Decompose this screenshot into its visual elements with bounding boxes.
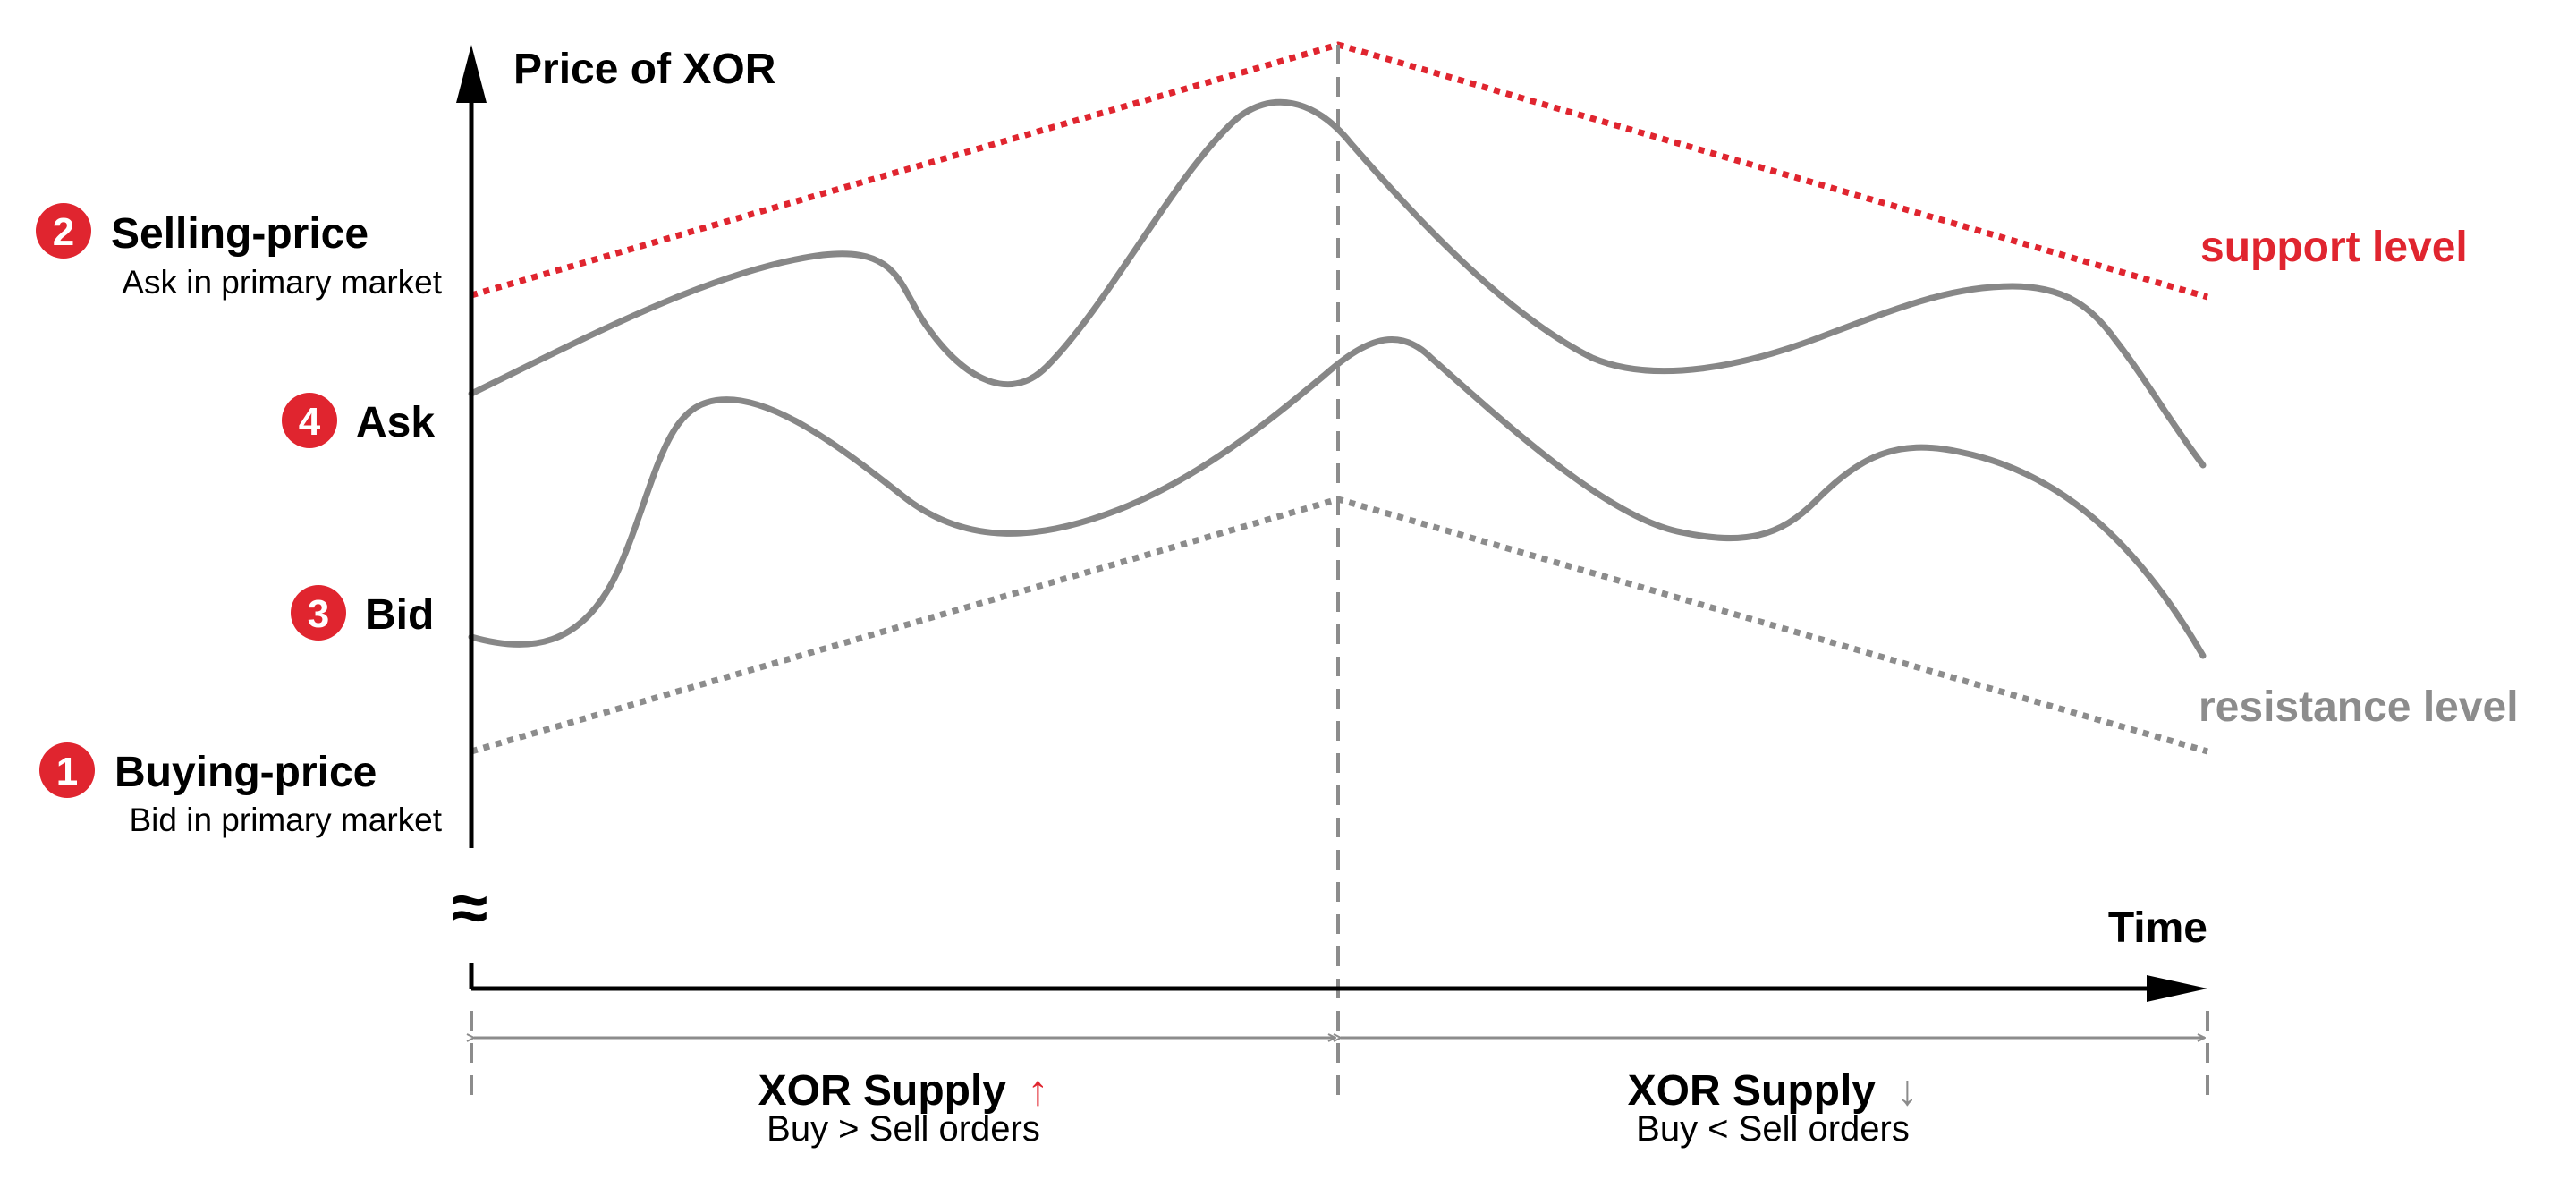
arrow-down-icon: ↓ [1896, 1067, 1918, 1115]
badge-number: 1 [56, 750, 78, 793]
axis-break-symbol: ≈ [452, 870, 488, 945]
arrow-up-icon: ↑ [1027, 1067, 1048, 1115]
price-point-subtitle: Ask in primary market [122, 264, 442, 301]
badge-icon [36, 203, 91, 259]
bid-price-curve [468, 336, 2207, 659]
price-point-title: Selling-price [111, 210, 369, 258]
price-point-title: Bid [365, 591, 434, 639]
ask-price-curve [468, 98, 2207, 469]
badge-number: 4 [299, 400, 321, 444]
phase-title: XOR Supply ↓ [1628, 1067, 1919, 1115]
price-point-subtitle: Bid in primary market [129, 802, 442, 838]
price-point-title: Buying-price [114, 749, 377, 796]
price-point-bid: 3 Bid [291, 585, 434, 641]
y-axis-arrowhead [456, 45, 487, 103]
badge-icon [282, 393, 337, 448]
price-point-title: Ask [356, 399, 435, 446]
phase-title-text: XOR Supply [1628, 1067, 1877, 1115]
resistance-level-label: resistance level [2199, 683, 2519, 731]
x-axis-label: Time [2108, 904, 2207, 952]
support-level-label: support level [2200, 224, 2468, 271]
phase-title-text: XOR Supply [758, 1067, 1007, 1115]
phase-supply-increase: XOR Supply ↑ Buy > Sell orders [758, 1067, 1049, 1149]
x-axis-arrowhead [2147, 975, 2207, 1002]
phase-subtitle: Buy < Sell orders [1636, 1109, 1910, 1149]
badge-icon [39, 742, 95, 798]
price-point-ask: 4 Ask [282, 393, 435, 448]
phase-supply-decrease: XOR Supply ↓ Buy < Sell orders [1628, 1067, 1919, 1149]
y-axis-label: Price of XOR [513, 46, 775, 93]
badge-number: 2 [53, 210, 74, 254]
price-point-selling: 2 Selling-price Ask in primary market [36, 203, 443, 301]
badge-icon [291, 585, 346, 641]
phase-subtitle: Buy > Sell orders [767, 1109, 1040, 1149]
phase-title: XOR Supply ↑ [758, 1067, 1049, 1115]
price-point-buying: 1 Buying-price Bid in primary market [39, 742, 443, 838]
badge-number: 3 [308, 592, 329, 636]
